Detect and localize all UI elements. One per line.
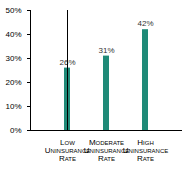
svg-text:10%: 10%	[5, 102, 21, 111]
svg-text:30%: 30%	[5, 54, 21, 63]
svg-text:HighUninsuranceRate: HighUninsuranceRate	[123, 138, 168, 163]
html-text:Uninsurance: Uninsurance	[83, 146, 130, 156]
svg-text:26%: 26%	[59, 57, 76, 67]
svg-text:20%: 20%	[5, 78, 21, 87]
html-text:Moderate: Moderate	[88, 138, 125, 148]
html-text:Low: Low	[60, 138, 75, 148]
svg-text:42%: 42%	[137, 19, 153, 28]
svg-text:0%: 0%	[10, 126, 22, 135]
svg-text:50%: 50%	[5, 6, 21, 15]
html-text:Rate: Rate	[59, 154, 76, 164]
html-text:Uninsurance: Uninsurance	[44, 146, 91, 156]
svg-text:40%: 40%	[5, 30, 21, 39]
html-text:Rate: Rate	[98, 154, 115, 164]
svg-text:31%: 31%	[98, 46, 114, 55]
